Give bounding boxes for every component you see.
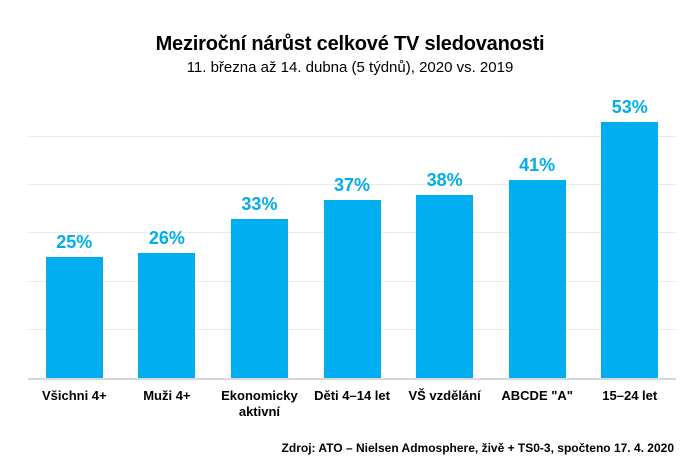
bar — [416, 194, 474, 378]
category-label: ABCDE "A" — [501, 388, 573, 403]
x-axis-labels: Všichni 4+ Muži 4+ Ekonomicky aktivní Děti … — [28, 388, 676, 420]
chart-subtitle: 11. března až 14. dubna (5 týdnů), 2020 … — [186, 59, 514, 76]
bar-value-label: 37% — [334, 174, 371, 195]
bar-column: 38% — [398, 170, 491, 378]
bar-value-label: 26% — [148, 227, 185, 248]
bar — [230, 218, 288, 378]
bar-value-label: 25% — [56, 232, 93, 253]
chart-title: Meziroční nárůst celkové TV sledovanosti — [155, 33, 545, 55]
gridline-50pct — [28, 135, 676, 137]
bar — [323, 199, 381, 378]
bar-column: 33% — [213, 194, 306, 378]
bar — [508, 180, 566, 378]
category-label: VŠ vzdělání — [408, 388, 481, 403]
gridline-40pct — [28, 184, 676, 186]
bar-value-label: 33% — [241, 193, 278, 214]
bar-series: 25% 26% 33% 37% 38% 41% 53% — [28, 97, 676, 378]
bar-column: 53% — [583, 97, 676, 378]
category-label: Všichni 4+ — [41, 388, 107, 403]
category-label: 15–24 let — [602, 388, 658, 403]
category-label: Ekonomicky aktivní — [221, 388, 298, 419]
bar-value-label: 38% — [426, 169, 463, 190]
bar-value-label: 53% — [611, 97, 648, 118]
bar-column: 25% — [28, 232, 121, 378]
category-label: Děti 4–14 let — [314, 388, 390, 403]
source-note: Zdroj: ATO – Nielsen Admosphere, živě + … — [281, 441, 674, 455]
category-label: Muži 4+ — [143, 388, 191, 403]
bar — [601, 122, 659, 378]
bar — [45, 257, 103, 378]
bar-value-label: 41% — [519, 155, 556, 176]
bar — [138, 252, 196, 378]
bar-column: 41% — [491, 155, 584, 378]
bar-column: 26% — [121, 228, 214, 378]
x-axis-line — [28, 378, 676, 380]
bar-column: 37% — [306, 175, 399, 378]
plot-area: 25% 26% 33% 37% 38% 41% 53% — [28, 97, 676, 380]
